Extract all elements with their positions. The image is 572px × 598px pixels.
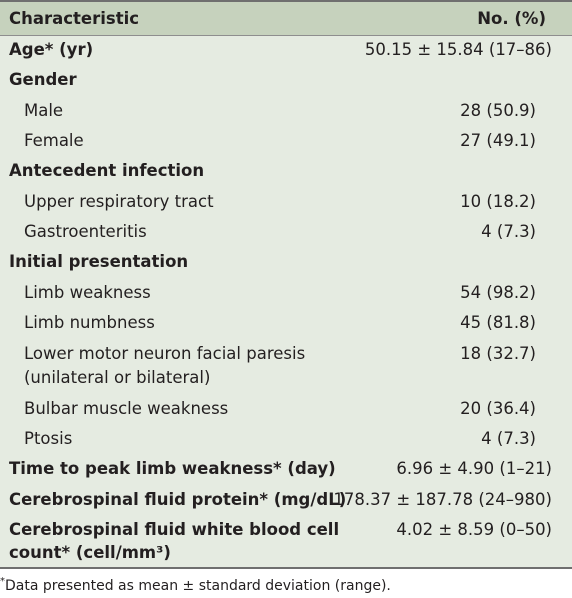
column-header-characteristic: Characteristic	[9, 9, 140, 28]
row-label-line2: (unilateral or bilateral)	[24, 368, 211, 387]
row-value: 4 (7.3)	[481, 222, 536, 241]
row-value: 4 (7.3)	[481, 429, 536, 448]
row-value: 4.02 ± 8.59 (0–50)	[396, 520, 552, 539]
table-footnote: *Data presented as mean ± standard devia…	[0, 577, 391, 595]
row-value: 54 (98.2)	[460, 283, 536, 302]
characteristics-table: Characteristic No. (%)	[0, 0, 572, 569]
table-header: Characteristic No. (%)	[0, 2, 572, 36]
row-value: 28 (50.9)	[460, 101, 536, 120]
row-label: Time to peak limb weakness* (day)	[9, 459, 336, 478]
row-value: 27 (49.1)	[460, 131, 536, 150]
row-label-line1: Cerebrospinal fluid white blood cell	[9, 520, 340, 539]
row-label: Cerebrospinal fluid protein* (mg/dL)	[9, 490, 347, 509]
row-label: Male	[24, 101, 64, 120]
row-label: Bulbar muscle weakness	[24, 399, 229, 418]
row-label: Initial presentation	[9, 252, 189, 271]
row-label: Upper respiratory tract	[24, 192, 214, 211]
row-value: 45 (81.8)	[460, 313, 536, 332]
footnote-mark: *	[0, 576, 5, 587]
row-label: Limb weakness	[24, 283, 151, 302]
row-label: Gastroenteritis	[24, 222, 147, 241]
row-label: Female	[24, 131, 84, 150]
footnote-text: Data presented as mean ± standard deviat…	[5, 578, 391, 594]
row-label: Age* (yr)	[9, 40, 94, 59]
row-label-line1: Lower motor neuron facial paresis	[24, 344, 306, 363]
row-value: 18 (32.7)	[460, 344, 536, 363]
column-header-value: No. (%)	[477, 9, 546, 28]
row-value: 20 (36.4)	[460, 399, 536, 418]
row-label: Ptosis	[24, 429, 73, 448]
row-value: 178.37 ± 187.78 (24–980)	[333, 490, 552, 509]
row-label-line2: count* (cell/mm³)	[9, 543, 171, 562]
row-value: 6.96 ± 4.90 (1–21)	[396, 459, 552, 478]
row-value: 50.15 ± 15.84 (17–86)	[364, 40, 552, 59]
row-label: Antecedent infection	[9, 161, 205, 180]
row-value: 10 (18.2)	[460, 192, 536, 211]
row-label: Limb numbness	[24, 313, 155, 332]
row-label: Gender	[9, 70, 77, 89]
